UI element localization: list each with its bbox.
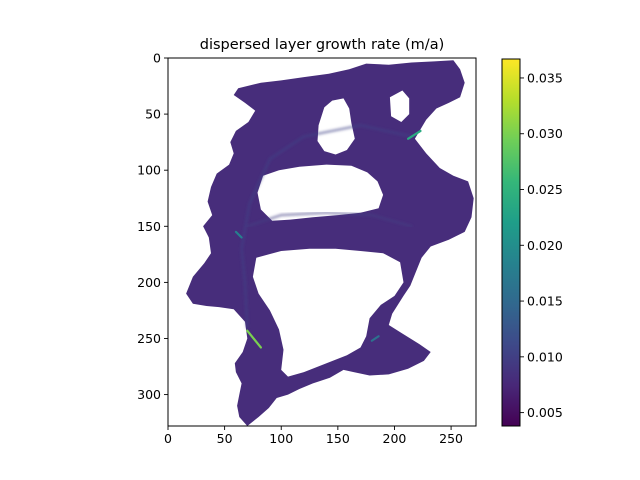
y-tick-label: 200 xyxy=(137,275,161,290)
colorbar-tick-label: 0.035 xyxy=(527,70,563,85)
x-tick-label: 0 xyxy=(164,431,172,446)
y-tick-label: 100 xyxy=(137,163,161,178)
y-tick-label: 50 xyxy=(145,107,161,122)
colorbar-frame xyxy=(501,58,521,427)
growth-streak-0 xyxy=(246,329,262,349)
colorbar-tick-label: 0.005 xyxy=(527,405,563,420)
colorbar-tick-label: 0.030 xyxy=(527,126,563,141)
growth-streak-1 xyxy=(406,129,422,140)
plot-frame xyxy=(167,57,477,427)
x-tick-label: 250 xyxy=(439,431,463,446)
x-tick-label: 100 xyxy=(269,431,293,446)
x-tick-label: 150 xyxy=(326,431,350,446)
colorbar-gradient xyxy=(502,59,520,426)
growth-band-0 xyxy=(246,211,413,228)
growth-streak-3 xyxy=(370,335,380,342)
y-tick-label: 150 xyxy=(137,219,161,234)
growth-band-1 xyxy=(240,124,413,329)
colorbar-tick-label: 0.025 xyxy=(527,182,563,197)
y-tick-label: 250 xyxy=(137,331,161,346)
y-tick-label: 0 xyxy=(153,51,161,66)
y-axis: 0 50 100 150 200 250 300 xyxy=(137,51,168,402)
x-tick-label: 50 xyxy=(217,431,233,446)
x-tick-label: 200 xyxy=(383,431,407,446)
colorbar-ticks: 0.005 0.010 0.015 0.020 0.025 0.030 0.035 xyxy=(520,70,563,420)
growth-streak-2 xyxy=(234,230,243,239)
colorbar-tick-label: 0.015 xyxy=(527,294,563,309)
colorbar-tick-label: 0.020 xyxy=(527,238,563,253)
chart-title: dispersed layer growth rate (m/a) xyxy=(200,37,444,53)
y-tick-label: 300 xyxy=(137,387,161,402)
growth-bands xyxy=(240,124,413,329)
colorbar-tick-label: 0.010 xyxy=(527,349,563,364)
growth-streaks xyxy=(234,129,422,349)
ice-domain xyxy=(186,60,474,426)
x-axis: 0 50 100 150 200 250 xyxy=(164,426,463,446)
colorbar: 0.005 0.010 0.015 0.020 0.025 0.030 0.035 xyxy=(501,58,563,427)
plot-area xyxy=(168,58,476,426)
